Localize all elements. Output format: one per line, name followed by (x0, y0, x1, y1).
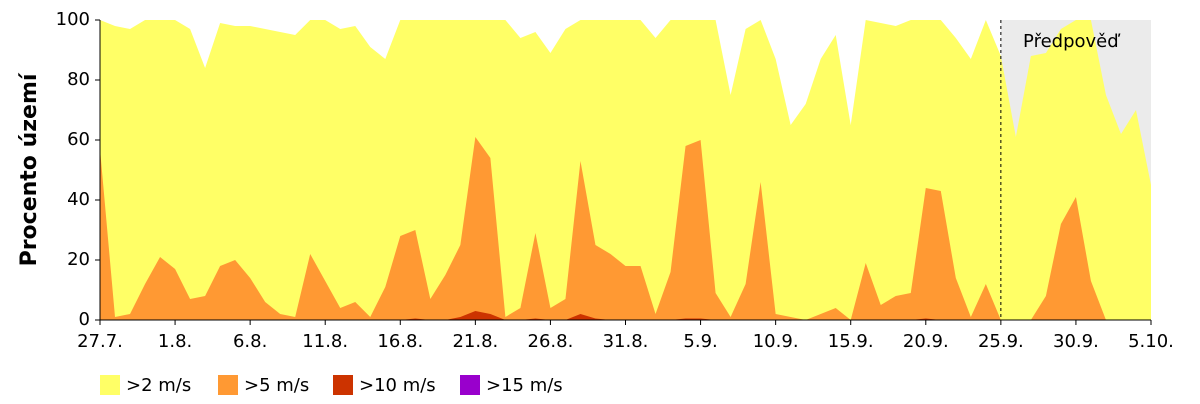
x-tick-label: 20.9. (903, 331, 949, 352)
x-tick-label: 31.8. (603, 331, 649, 352)
y-axis-label: Procento území (17, 72, 42, 266)
x-tick-label: 16.8. (377, 331, 423, 352)
legend-label: >2 m/s (126, 375, 191, 396)
forecast-label: Předpověď (1023, 31, 1121, 52)
area (100, 137, 1151, 320)
x-tick-label: 6.8. (233, 331, 267, 352)
x-tick-label: 5.10. (1128, 331, 1174, 352)
y-tick-label: 20 (67, 249, 90, 270)
y-tick-label: 80 (67, 69, 90, 90)
legend-swatch (333, 375, 353, 395)
x-tick-label: 21.8. (452, 331, 498, 352)
y-tick-label: 60 (67, 129, 90, 150)
legend-label: >5 m/s (244, 375, 309, 396)
legend-swatch (100, 375, 120, 395)
x-tick-label: 5.9. (683, 331, 717, 352)
x-tick-label: 1.8. (158, 331, 192, 352)
legend-swatch (218, 375, 238, 395)
area (100, 20, 1151, 320)
legend-swatch (460, 375, 480, 395)
x-tick-label: 25.9. (978, 331, 1024, 352)
x-tick-label: 15.9. (828, 331, 874, 352)
x-tick-label: 11.8. (302, 331, 348, 352)
x-tick-label: 26.8. (528, 331, 574, 352)
legend-label: >15 m/s (486, 375, 563, 396)
x-tick-label: 10.9. (753, 331, 799, 352)
x-tick-label: 27.7. (77, 331, 123, 352)
y-tick-label: 0 (79, 309, 90, 330)
y-tick-label: 100 (56, 9, 90, 30)
y-tick-label: 40 (67, 189, 90, 210)
x-tick-label: 30.9. (1053, 331, 1099, 352)
legend-label: >10 m/s (359, 375, 436, 396)
